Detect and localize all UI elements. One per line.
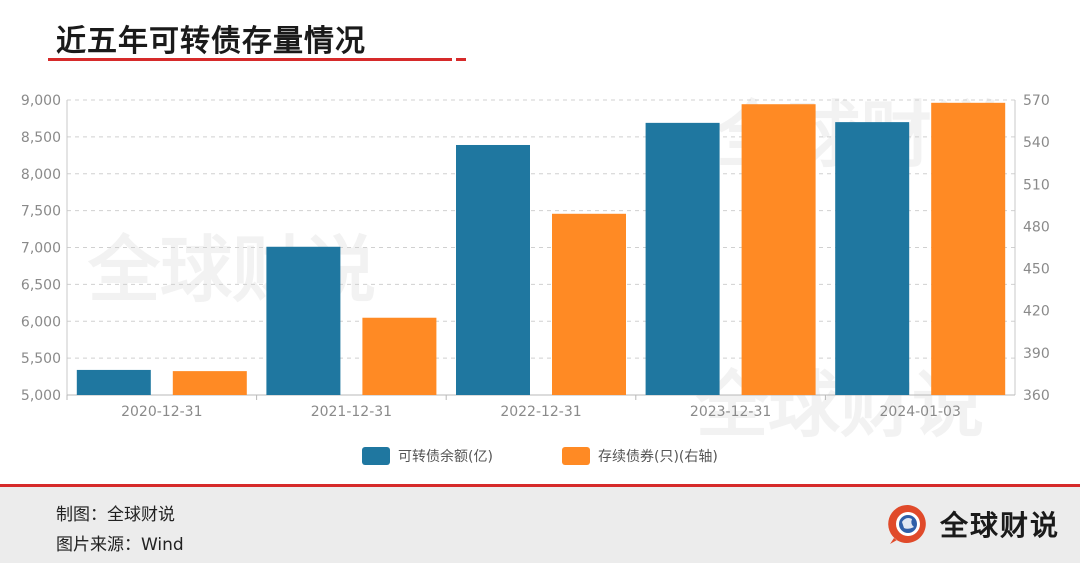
globe-chat-bubble-icon — [888, 504, 926, 544]
y-left-tick-label: 5,000 — [21, 388, 61, 404]
x-tick-label: 2021-12-31 — [311, 404, 392, 420]
y-right-tick-label: 420 — [1023, 304, 1050, 320]
y-right-tick-label: 540 — [1023, 135, 1050, 151]
brand: 全球财说 — [886, 500, 1060, 548]
y-left-tick-label: 9,000 — [21, 93, 61, 109]
bar-balance — [835, 122, 910, 395]
brand-name: 全球财说 — [939, 509, 1060, 542]
y-left-tick-label: 5,500 — [21, 351, 61, 367]
y-right-tick-label: 510 — [1023, 177, 1050, 193]
y-right-tick-label: 390 — [1023, 346, 1050, 362]
y-left-tick-label: 8,500 — [21, 130, 61, 146]
legend-swatch — [362, 447, 390, 465]
y-left-tick-label: 7,000 — [21, 241, 61, 257]
bar-balance — [76, 369, 151, 395]
y-right-tick-label: 360 — [1023, 388, 1050, 404]
y-right-tick-label: 570 — [1023, 93, 1050, 109]
footer-maker: 制图：全球财说 — [56, 505, 175, 525]
y-right-tick-label: 480 — [1023, 219, 1050, 235]
y-right-tick-label: 450 — [1023, 262, 1050, 278]
footer-source: 图片来源：Wind — [56, 535, 184, 555]
bar-bond-count — [741, 104, 816, 395]
legend-label: 可转债余额(亿) — [398, 448, 493, 465]
y-left-tick-label: 7,500 — [21, 204, 61, 220]
x-tick-label: 2020-12-31 — [121, 404, 202, 420]
chart-title: 近五年可转债存量情况 — [56, 24, 366, 59]
bar-bond-count — [552, 213, 626, 395]
bar-bond-count — [362, 317, 437, 395]
bar-balance — [645, 122, 720, 396]
y-left-tick-label: 8,000 — [21, 167, 61, 183]
x-tick-label: 2024-01-03 — [880, 404, 961, 420]
y-left-tick-label: 6,000 — [21, 314, 61, 330]
bar-chart: 全球财说全球财说全球财说5,0005,5006,0006,5007,0007,5… — [21, 93, 1050, 465]
legend-swatch — [562, 447, 590, 465]
bar-balance — [456, 144, 530, 395]
title-underline — [48, 58, 452, 61]
title-underline-accent — [456, 58, 466, 61]
bar-bond-count — [931, 102, 1006, 396]
bar-bond-count — [172, 371, 247, 395]
bar-balance — [266, 246, 341, 395]
x-tick-label: 2022-12-31 — [500, 404, 581, 420]
footer-divider — [0, 484, 1080, 487]
y-left-tick-label: 6,500 — [21, 277, 61, 293]
legend-label: 存续债券(只)(右轴) — [598, 448, 718, 465]
x-tick-label: 2023-12-31 — [690, 404, 771, 420]
